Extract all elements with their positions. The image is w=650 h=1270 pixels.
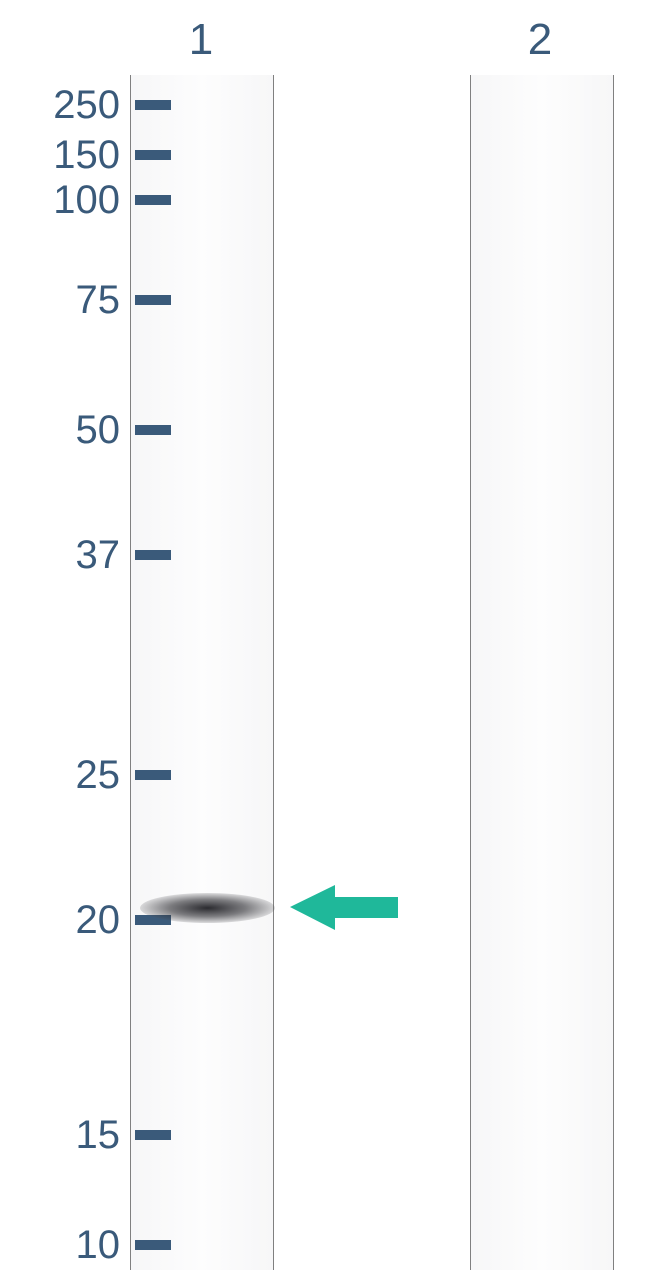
mw-label-15: 15 [76, 1113, 121, 1158]
mw-value: 250 [53, 83, 120, 127]
lane-1-border-right [273, 75, 274, 1270]
mw-label-100: 100 [53, 178, 120, 223]
mw-value: 10 [76, 1223, 121, 1267]
mw-label-25: 25 [76, 753, 121, 798]
band-indicator-arrow-icon [290, 880, 400, 935]
mw-tick-100 [135, 195, 171, 205]
mw-tick-10 [135, 1240, 171, 1250]
protein-band-lane1 [140, 893, 275, 923]
mw-value: 20 [76, 898, 121, 942]
mw-tick-25 [135, 770, 171, 780]
lane-label-text: 1 [189, 15, 213, 64]
mw-label-150: 150 [53, 133, 120, 178]
mw-value: 150 [53, 133, 120, 177]
mw-value: 50 [76, 408, 121, 452]
lane-1-shading [131, 75, 273, 1270]
lane-2-shading [471, 75, 613, 1270]
mw-value: 15 [76, 1113, 121, 1157]
mw-label-20: 20 [76, 898, 121, 943]
mw-tick-15 [135, 1130, 171, 1140]
mw-value: 100 [53, 178, 120, 222]
mw-label-75: 75 [76, 278, 121, 323]
mw-value: 37 [76, 533, 121, 577]
western-blot-image: 1 2 250 150 100 75 50 37 25 20 15 [0, 0, 650, 1270]
lane-label-2: 2 [525, 15, 555, 65]
mw-tick-37 [135, 550, 171, 560]
mw-label-250: 250 [53, 83, 120, 128]
mw-label-50: 50 [76, 408, 121, 453]
mw-label-10: 10 [76, 1223, 121, 1268]
lane-label-1: 1 [186, 15, 216, 65]
mw-label-37: 37 [76, 533, 121, 578]
mw-tick-50 [135, 425, 171, 435]
mw-value: 25 [76, 753, 121, 797]
mw-value: 75 [76, 278, 121, 322]
mw-tick-75 [135, 295, 171, 305]
mw-tick-250 [135, 100, 171, 110]
lane-label-text: 2 [528, 15, 552, 64]
mw-tick-150 [135, 150, 171, 160]
lane-2-border-right [613, 75, 614, 1270]
